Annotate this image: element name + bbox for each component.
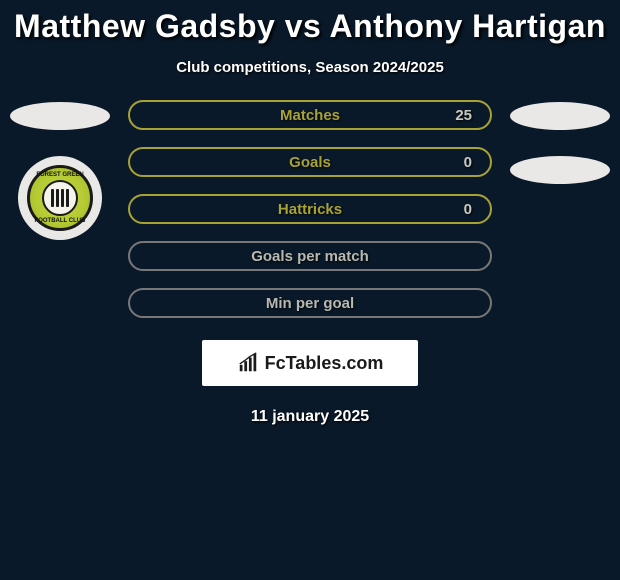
- stat-value: 0: [464, 201, 472, 218]
- club-logo-center: [42, 180, 78, 216]
- main-row: FOREST GREEN FOOTBALL CLUB Matches 25 Go…: [0, 100, 620, 318]
- right-player-col: [500, 100, 620, 184]
- bar-chart-icon: [237, 352, 259, 374]
- stat-row-min-per-goal: Min per goal: [128, 288, 492, 318]
- stat-row-hattricks: Hattricks 0: [128, 194, 492, 224]
- stat-label: Hattricks: [278, 201, 342, 218]
- page-title: Matthew Gadsby vs Anthony Hartigan: [0, 0, 620, 45]
- player-photo-placeholder-left: [10, 102, 110, 130]
- stat-value: 0: [464, 154, 472, 171]
- infographic-root: Matthew Gadsby vs Anthony Hartigan Club …: [0, 0, 620, 580]
- date-text: 11 january 2025: [0, 408, 620, 426]
- stats-column: Matches 25 Goals 0 Hattricks 0 Goals per…: [120, 100, 500, 318]
- club-logo-text-top: FOREST GREEN: [36, 172, 83, 178]
- stat-row-goals: Goals 0: [128, 147, 492, 177]
- brand-text: FcTables.com: [265, 353, 384, 374]
- club-logo-inner: FOREST GREEN FOOTBALL CLUB: [27, 165, 93, 231]
- left-player-col: FOREST GREEN FOOTBALL CLUB: [0, 100, 120, 240]
- stat-row-goals-per-match: Goals per match: [128, 241, 492, 271]
- club-stripes-icon: [51, 189, 69, 207]
- club-logo-text-bottom: FOOTBALL CLUB: [35, 218, 86, 224]
- page-subtitle: Club competitions, Season 2024/2025: [0, 59, 620, 76]
- stat-label: Min per goal: [266, 295, 354, 312]
- stat-label: Goals per match: [251, 248, 369, 265]
- club-logo-left: FOREST GREEN FOOTBALL CLUB: [18, 156, 102, 240]
- brand-box: FcTables.com: [202, 340, 418, 386]
- stat-value: 25: [455, 107, 472, 124]
- stat-row-matches: Matches 25: [128, 100, 492, 130]
- player-photo-placeholder-right-2: [510, 156, 610, 184]
- brand-inner: FcTables.com: [237, 352, 384, 374]
- player-photo-placeholder-right-1: [510, 102, 610, 130]
- stat-label: Goals: [289, 154, 331, 171]
- stat-label: Matches: [280, 107, 340, 124]
